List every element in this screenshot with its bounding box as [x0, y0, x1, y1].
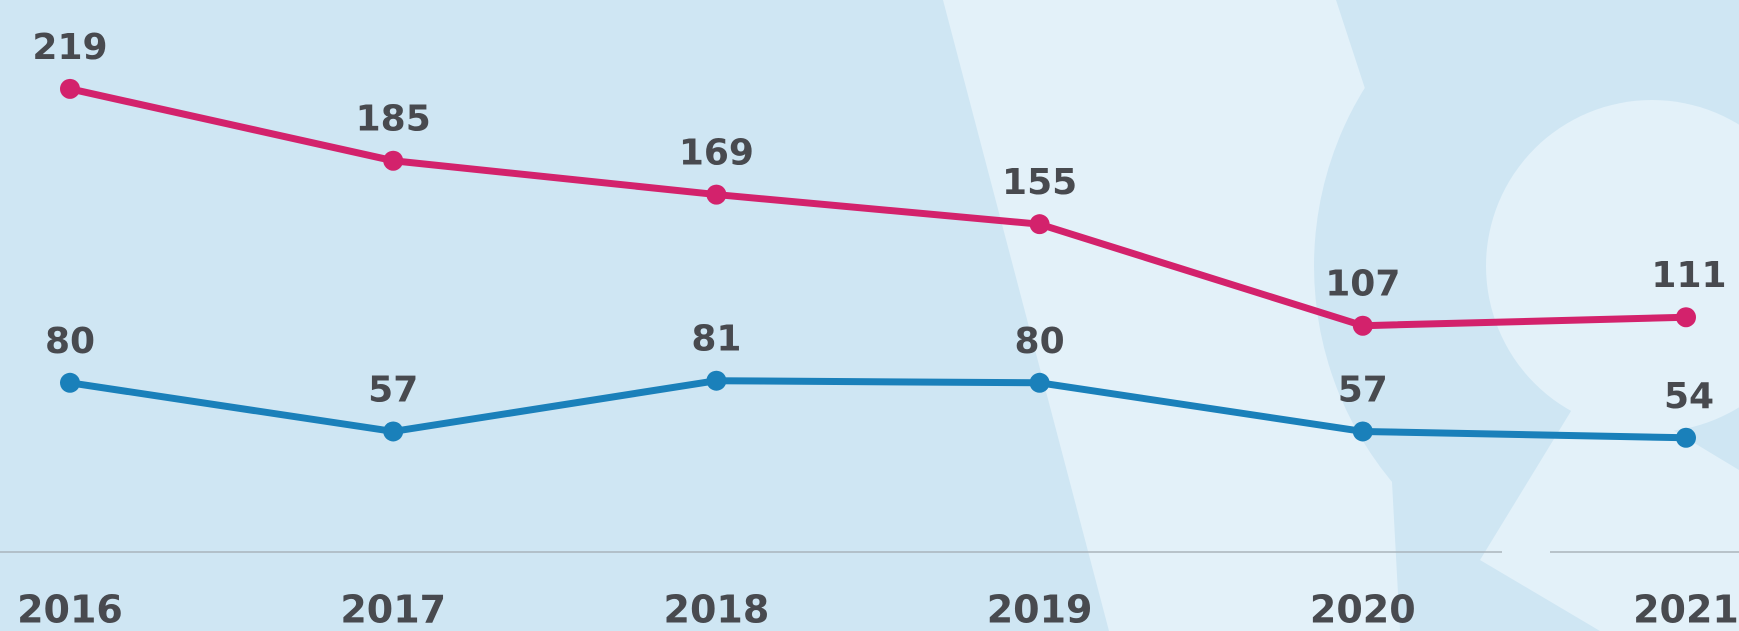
x-tick-label: 2018 [664, 588, 770, 631]
x-tick-label: 2019 [987, 588, 1093, 631]
x-tick-label: 2020 [1310, 588, 1416, 631]
data-label: 185 [356, 99, 431, 140]
series-line [66, 377, 1690, 442]
point [60, 372, 80, 393]
point [1676, 307, 1696, 328]
data-label: 80 [1015, 321, 1065, 362]
data-label: 169 [679, 133, 754, 174]
point [383, 421, 404, 442]
x-tick-label: 2017 [340, 588, 446, 631]
data-label: 219 [32, 27, 107, 68]
data-label: 155 [1002, 162, 1077, 203]
data-label: 57 [368, 369, 418, 410]
background-stripe [1480, 380, 1739, 631]
data-label: 80 [45, 321, 95, 362]
point [1029, 372, 1050, 393]
point [60, 78, 80, 99]
data-label: 111 [1651, 255, 1726, 296]
point [1352, 421, 1373, 442]
point [1352, 315, 1373, 336]
point [383, 150, 404, 171]
background-circle [1486, 100, 1739, 432]
x-tick-label: 2021 [1633, 588, 1739, 631]
x-tick-label: 2016 [17, 588, 123, 631]
data-label: 107 [1325, 264, 1400, 305]
point [706, 184, 727, 205]
data-label: 57 [1338, 369, 1388, 410]
background-band [943, 0, 1400, 631]
point [1676, 427, 1696, 448]
data-label: 81 [691, 319, 741, 360]
point [1029, 214, 1050, 235]
data-label: 54 [1664, 376, 1714, 417]
point [706, 370, 727, 391]
series-line [66, 85, 1690, 330]
